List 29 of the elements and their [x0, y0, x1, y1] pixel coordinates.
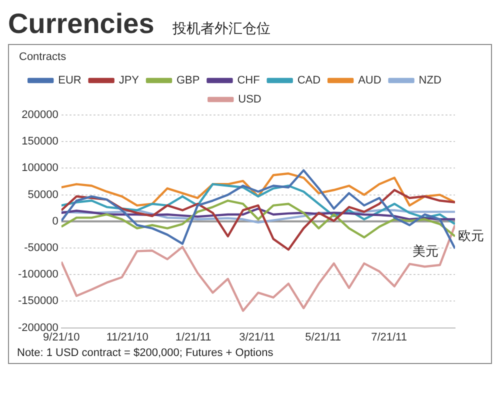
y-tick-label: 0 [52, 215, 58, 228]
x-tick-label: 1/21/11 [175, 331, 212, 344]
y-tick-label: -100000 [18, 268, 58, 281]
y-tick-label: -200000 [18, 322, 58, 334]
chart-title: Currencies [8, 8, 154, 40]
y-tick-label: 100000 [22, 162, 58, 174]
x-tick-label: 9/21/10 [43, 331, 80, 344]
y-tick-label: -150000 [18, 295, 58, 308]
y-tick-label: 50000 [28, 188, 58, 201]
legend-label: CHF [237, 74, 260, 87]
legend-label: USD [238, 94, 262, 106]
annotation: 美元 [412, 243, 439, 260]
legend-label: JPY [118, 74, 140, 87]
legend-label: AUD [358, 74, 382, 87]
legend-label: NZD [418, 74, 442, 87]
y-tick-label: 200000 [22, 109, 58, 122]
text: Note: 1 USD contract = $200,000; Futures + Options [16, 347, 274, 359]
legend-label: GBP [176, 74, 200, 87]
x-tick-label: 11/21/10 [106, 331, 148, 344]
chart-subtitle: 投机者外汇仓位 [172, 20, 270, 38]
x-tick-label: 3/21/11 [239, 331, 276, 344]
y-axis-title: Contracts [19, 51, 67, 64]
legend-label: EUR [58, 74, 82, 87]
y-tick-label: 150000 [22, 136, 58, 148]
annotation: 欧元 [458, 228, 484, 244]
x-tick-label: 5/21/11 [305, 331, 342, 344]
y-tick-label: -50000 [24, 242, 58, 254]
x-tick-label: 7/21/11 [371, 331, 407, 344]
legend-label: CAD [297, 74, 321, 87]
